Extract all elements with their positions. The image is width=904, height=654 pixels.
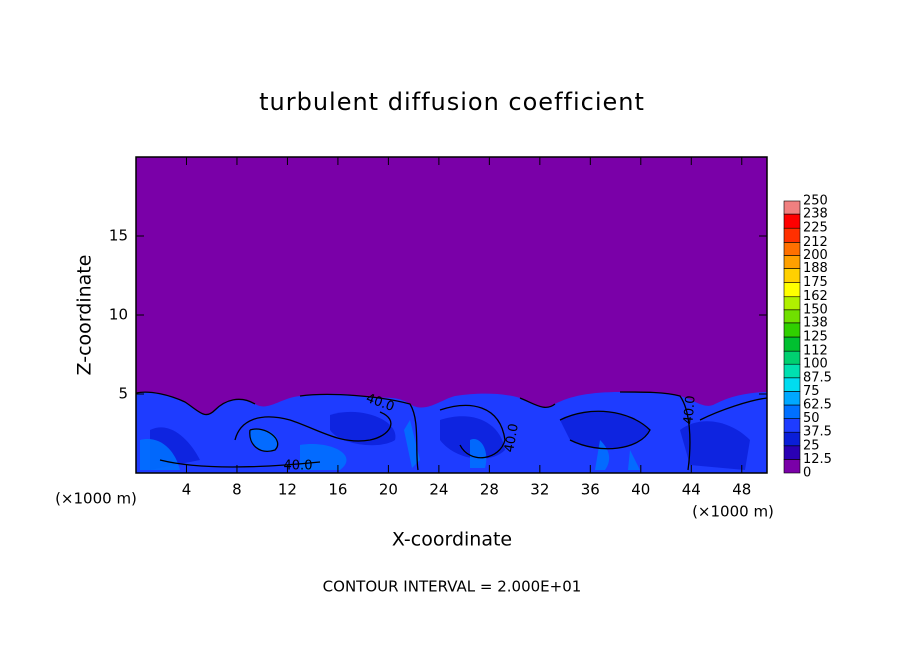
colorbar-label: 0 <box>803 466 811 481</box>
x-tick-label: 48 <box>732 481 751 499</box>
x-tick-label: 20 <box>379 481 398 499</box>
high-patch <box>595 440 610 470</box>
footnote: CONTOUR INTERVAL = 2.000E+01 <box>323 578 582 596</box>
colorbar-band <box>783 350 801 365</box>
colorbar-band <box>783 377 801 392</box>
x-tick-label: 24 <box>429 481 448 499</box>
colorbar-band <box>783 309 801 324</box>
y-tick-label: 15 <box>109 227 128 245</box>
contour-line <box>249 428 279 452</box>
colorbar-band <box>783 322 801 338</box>
colorbar-label: 175 <box>803 275 828 290</box>
colorbar-band <box>783 242 801 256</box>
contour-label: 40.0 <box>284 459 313 474</box>
contour-line <box>159 459 321 468</box>
colorbar-label: 75 <box>803 384 820 399</box>
y-tick-label: 10 <box>109 306 128 324</box>
low-patch <box>560 411 650 449</box>
x-unit-left: (×1000 m) <box>55 490 137 508</box>
colorbar-label: 62.5 <box>803 398 832 413</box>
contour-label: 40.0 <box>502 422 522 453</box>
colorbar-label: 162 <box>803 289 828 304</box>
x-tick-label: 28 <box>480 481 499 499</box>
colorbar-band <box>783 213 801 229</box>
x-tick-label: 16 <box>328 481 347 499</box>
colorbar-band <box>783 363 801 379</box>
colorbar-label: 25 <box>803 438 820 453</box>
x-tick-label: 12 <box>278 481 297 499</box>
colorbar-band <box>783 268 801 283</box>
y-tick-label: 5 <box>118 385 128 403</box>
x-tick-label: 40 <box>631 481 650 499</box>
colorbar-band <box>783 418 801 433</box>
low-patch <box>680 421 750 470</box>
colorbar-label: 37.5 <box>803 425 832 440</box>
colorbar-label: 200 <box>803 248 828 263</box>
colorbar-band <box>783 445 801 460</box>
contour-label: 40.0 <box>681 395 698 425</box>
x-unit-right: (×1000 m) <box>692 503 774 521</box>
x-tick-label: 36 <box>581 481 600 499</box>
colorbar-label: 50 <box>803 411 820 426</box>
contour-line <box>135 391 256 416</box>
high-patch <box>300 444 347 470</box>
y-axis-label: Z-coordinate <box>74 255 96 376</box>
contour-line <box>519 397 556 408</box>
colorbar-label: 250 <box>803 194 828 209</box>
high-patch <box>628 450 640 470</box>
high-patch <box>404 420 420 468</box>
colorbar-label: 150 <box>803 302 828 317</box>
colorbar-label: 87.5 <box>803 370 832 385</box>
contour-line <box>234 411 392 442</box>
low-patch <box>440 416 505 459</box>
colorbar-label: 100 <box>803 357 828 372</box>
colorbar-label: 225 <box>803 221 828 236</box>
chart-title: turbulent diffusion coefficient <box>259 88 645 116</box>
x-tick-label: 4 <box>182 481 192 499</box>
colorbar-band <box>783 227 801 243</box>
high-patch <box>470 439 487 468</box>
colorbar-band <box>783 391 801 406</box>
colorbar-band <box>783 282 801 298</box>
colorbar-band <box>783 200 801 215</box>
colorbar-band <box>783 459 801 474</box>
colorbar-label: 138 <box>803 315 828 330</box>
colorbar-label: 12.5 <box>803 452 832 467</box>
contour-line <box>299 393 419 471</box>
x-tick-label: 8 <box>232 481 242 499</box>
x-tick-label: 32 <box>530 481 549 499</box>
colorbar-label: 188 <box>803 261 828 276</box>
x-tick-label: 44 <box>682 481 701 499</box>
colorbar-band <box>783 255 801 269</box>
colorbar-label: 212 <box>803 235 828 250</box>
contour-line <box>699 397 768 421</box>
colorbar-band <box>783 404 801 419</box>
colorbar-band <box>783 431 801 447</box>
x-axis-label: X-coordinate <box>392 529 512 551</box>
colorbar-label: 238 <box>803 207 828 222</box>
contour-line <box>619 391 691 471</box>
contour-line <box>439 404 506 459</box>
colorbar-label: 125 <box>803 330 828 345</box>
colorbar-label: 112 <box>803 344 828 359</box>
contour-line <box>559 410 651 450</box>
colorbar-band <box>783 296 801 311</box>
colorbar-band <box>783 336 801 352</box>
